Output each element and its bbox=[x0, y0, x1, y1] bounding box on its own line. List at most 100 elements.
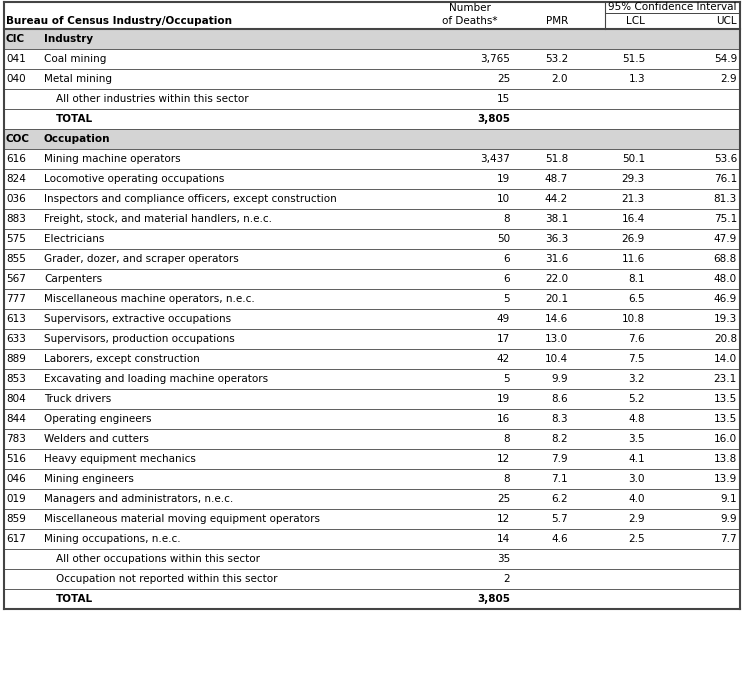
Text: 5.2: 5.2 bbox=[629, 394, 645, 404]
Bar bbox=[4, 369, 740, 389]
Text: 10: 10 bbox=[497, 194, 510, 204]
Text: UCL: UCL bbox=[716, 16, 737, 26]
Text: 12: 12 bbox=[497, 514, 510, 524]
Text: Grader, dozer, and scraper operators: Grader, dozer, and scraper operators bbox=[44, 254, 239, 264]
Text: 53.2: 53.2 bbox=[545, 54, 568, 64]
Text: Coal mining: Coal mining bbox=[44, 54, 106, 64]
Text: 5: 5 bbox=[504, 294, 510, 304]
Text: 633: 633 bbox=[6, 334, 26, 344]
Bar bbox=[4, 569, 740, 589]
Bar bbox=[4, 509, 740, 529]
Text: Laborers, except construction: Laborers, except construction bbox=[44, 354, 199, 364]
Text: 824: 824 bbox=[6, 174, 26, 184]
Text: Freight, stock, and material handlers, n.e.c.: Freight, stock, and material handlers, n… bbox=[44, 214, 272, 224]
Text: 3,765: 3,765 bbox=[480, 54, 510, 64]
Text: TOTAL: TOTAL bbox=[56, 114, 93, 124]
Text: 10.8: 10.8 bbox=[622, 314, 645, 324]
Text: Electricians: Electricians bbox=[44, 234, 104, 244]
Text: 853: 853 bbox=[6, 374, 26, 384]
Text: 046: 046 bbox=[6, 474, 26, 484]
Bar bbox=[4, 69, 740, 89]
Text: 31.6: 31.6 bbox=[545, 254, 568, 264]
Text: 575: 575 bbox=[6, 234, 26, 244]
Text: Mining machine operators: Mining machine operators bbox=[44, 154, 181, 164]
Text: Excavating and loading machine operators: Excavating and loading machine operators bbox=[44, 374, 268, 384]
Bar bbox=[4, 169, 740, 189]
Text: 26.9: 26.9 bbox=[622, 234, 645, 244]
Text: 783: 783 bbox=[6, 434, 26, 444]
Text: Managers and administrators, n.e.c.: Managers and administrators, n.e.c. bbox=[44, 494, 234, 504]
Text: of Deaths*: of Deaths* bbox=[442, 16, 498, 26]
Text: 7.6: 7.6 bbox=[629, 334, 645, 344]
Bar bbox=[4, 489, 740, 509]
Bar bbox=[4, 469, 740, 489]
Text: 1.3: 1.3 bbox=[629, 74, 645, 84]
Text: Supervisors, production occupations: Supervisors, production occupations bbox=[44, 334, 235, 344]
Text: 883: 883 bbox=[6, 214, 26, 224]
Text: 2.9: 2.9 bbox=[720, 74, 737, 84]
Bar bbox=[4, 109, 740, 129]
Text: LCL: LCL bbox=[626, 16, 645, 26]
Text: 3,805: 3,805 bbox=[477, 594, 510, 604]
Text: 5: 5 bbox=[504, 374, 510, 384]
Text: 9.9: 9.9 bbox=[720, 514, 737, 524]
Text: 859: 859 bbox=[6, 514, 26, 524]
Text: 16: 16 bbox=[497, 414, 510, 424]
Text: 3.5: 3.5 bbox=[629, 434, 645, 444]
Text: 29.3: 29.3 bbox=[622, 174, 645, 184]
Bar bbox=[4, 29, 740, 49]
Text: 8: 8 bbox=[504, 214, 510, 224]
Bar bbox=[4, 49, 740, 69]
Text: 5.7: 5.7 bbox=[551, 514, 568, 524]
Bar bbox=[4, 269, 740, 289]
Text: 777: 777 bbox=[6, 294, 26, 304]
Text: 3.2: 3.2 bbox=[629, 374, 645, 384]
Text: 4.1: 4.1 bbox=[629, 454, 645, 464]
Text: Industry: Industry bbox=[44, 34, 93, 44]
Text: Carpenters: Carpenters bbox=[44, 274, 102, 284]
Bar bbox=[4, 229, 740, 249]
Text: Operating engineers: Operating engineers bbox=[44, 414, 152, 424]
Bar bbox=[4, 309, 740, 329]
Bar bbox=[4, 389, 740, 409]
Text: All other occupations within this sector: All other occupations within this sector bbox=[56, 554, 260, 564]
Text: 855: 855 bbox=[6, 254, 26, 264]
Text: 16.4: 16.4 bbox=[622, 214, 645, 224]
Text: 20.8: 20.8 bbox=[714, 334, 737, 344]
Text: 11.6: 11.6 bbox=[622, 254, 645, 264]
Text: Bureau of Census Industry/Occupation: Bureau of Census Industry/Occupation bbox=[6, 16, 232, 26]
Text: Locomotive operating occupations: Locomotive operating occupations bbox=[44, 174, 225, 184]
Bar bbox=[4, 189, 740, 209]
Text: 51.8: 51.8 bbox=[545, 154, 568, 164]
Bar bbox=[4, 409, 740, 429]
Bar bbox=[4, 249, 740, 269]
Bar bbox=[4, 209, 740, 229]
Bar bbox=[4, 589, 740, 609]
Text: 76.1: 76.1 bbox=[713, 174, 737, 184]
Text: 6.5: 6.5 bbox=[629, 294, 645, 304]
Text: 13.5: 13.5 bbox=[713, 394, 737, 404]
Text: 7.1: 7.1 bbox=[551, 474, 568, 484]
Text: 019: 019 bbox=[6, 494, 26, 504]
Text: 50: 50 bbox=[497, 234, 510, 244]
Text: Occupation: Occupation bbox=[44, 134, 111, 144]
Text: 75.1: 75.1 bbox=[713, 214, 737, 224]
Text: 4.8: 4.8 bbox=[629, 414, 645, 424]
Text: Miscellaneous material moving equipment operators: Miscellaneous material moving equipment … bbox=[44, 514, 320, 524]
Text: 95% Confidence Interval: 95% Confidence Interval bbox=[609, 2, 737, 12]
Text: 6: 6 bbox=[504, 254, 510, 264]
Text: Truck drivers: Truck drivers bbox=[44, 394, 112, 404]
Text: 4.6: 4.6 bbox=[551, 534, 568, 544]
Text: 35: 35 bbox=[497, 554, 510, 564]
Text: Heavy equipment mechanics: Heavy equipment mechanics bbox=[44, 454, 196, 464]
Text: Mining engineers: Mining engineers bbox=[44, 474, 134, 484]
Text: 889: 889 bbox=[6, 354, 26, 364]
Text: 51.5: 51.5 bbox=[622, 54, 645, 64]
Bar bbox=[4, 289, 740, 309]
Text: 7.9: 7.9 bbox=[551, 454, 568, 464]
Text: 19: 19 bbox=[497, 174, 510, 184]
Text: 48.0: 48.0 bbox=[714, 274, 737, 284]
Text: 13.5: 13.5 bbox=[713, 414, 737, 424]
Text: 14.0: 14.0 bbox=[714, 354, 737, 364]
Text: 46.9: 46.9 bbox=[713, 294, 737, 304]
